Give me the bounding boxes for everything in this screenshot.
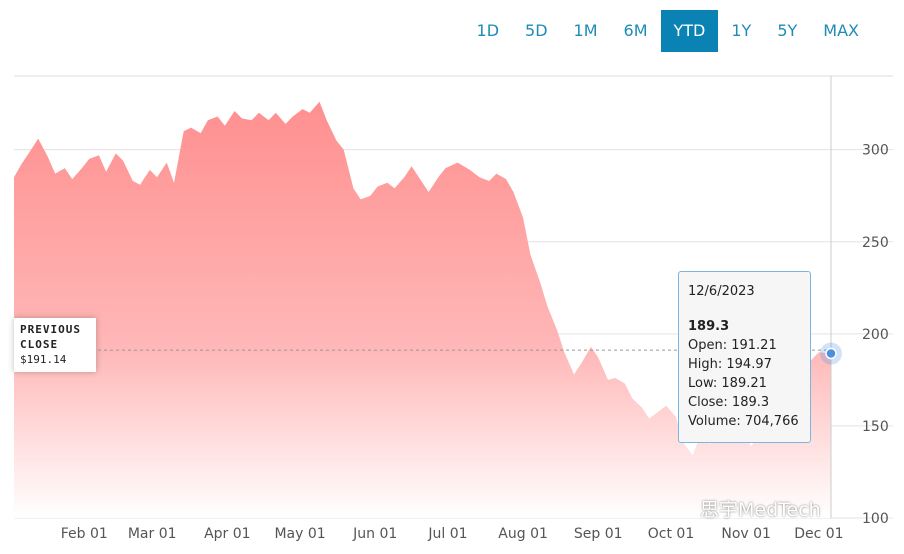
tooltip-low: Low: 189.21	[688, 376, 767, 391]
x-tick-label: May 01	[274, 526, 325, 542]
range-selector: 1D 5D 1M 6M YTD 1Y 5Y MAX	[464, 10, 872, 52]
y-tick-label: 150	[862, 419, 889, 435]
tooltip-volume: Volume: 704,766	[688, 414, 799, 429]
range-button-max[interactable]: MAX	[823, 21, 859, 40]
x-tick-label: Aug 01	[498, 526, 548, 542]
range-button-1d[interactable]: 1D	[476, 21, 500, 40]
x-tick-label: Jul 01	[427, 526, 467, 542]
watermark: 思宇MedTech	[700, 499, 821, 521]
y-tick-label: 100	[862, 511, 889, 527]
tooltip-date: 12/6/2023	[688, 284, 755, 299]
data-tooltip: 12/6/2023 189.3 Open: 191.21 High: 194.9…	[678, 271, 811, 443]
previous-close-value: $191.14	[20, 353, 67, 366]
x-tick-label: Nov 01	[721, 526, 771, 542]
x-tick-label: Mar 01	[128, 526, 177, 542]
y-tick-label: 300	[862, 143, 889, 159]
range-button-6m[interactable]: 6M	[623, 21, 648, 40]
tooltip-open: Open: 191.21	[688, 338, 777, 353]
hover-marker[interactable]	[825, 347, 837, 360]
tooltip-close: Close: 189.3	[688, 395, 770, 410]
y-tick-label: 200	[862, 327, 889, 343]
tooltip-high: High: 194.97	[688, 357, 772, 372]
range-button-ytd[interactable]: YTD	[660, 10, 719, 52]
range-button-5y[interactable]: 5Y	[777, 21, 798, 40]
previous-close-title-1: PREVIOUS	[20, 323, 81, 336]
previous-close-label: PREVIOUS CLOSE $191.14	[14, 318, 96, 372]
y-axis: 100 150 200 250 300	[862, 143, 889, 527]
x-tick-label: Jun 01	[352, 526, 397, 542]
y-tick-label: 250	[862, 235, 889, 251]
range-button-5d[interactable]: 5D	[525, 21, 548, 40]
x-tick-label: Sep 01	[574, 526, 623, 542]
tooltip-value: 189.3	[688, 319, 730, 334]
x-tick-label: Feb 01	[61, 526, 108, 542]
x-tick-label: Apr 01	[204, 526, 250, 542]
x-axis: Feb 01 Mar 01 Apr 01 May 01 Jun 01 Jul 01 Aug …	[61, 526, 844, 542]
price-area	[14, 101, 831, 519]
previous-close-title-2: CLOSE	[20, 338, 59, 351]
x-tick-label: Oct 01	[648, 526, 694, 542]
x-tick-label: Dec 01	[794, 526, 843, 542]
range-button-1y[interactable]: 1Y	[731, 21, 752, 40]
range-button-1m[interactable]: 1M	[573, 21, 598, 40]
